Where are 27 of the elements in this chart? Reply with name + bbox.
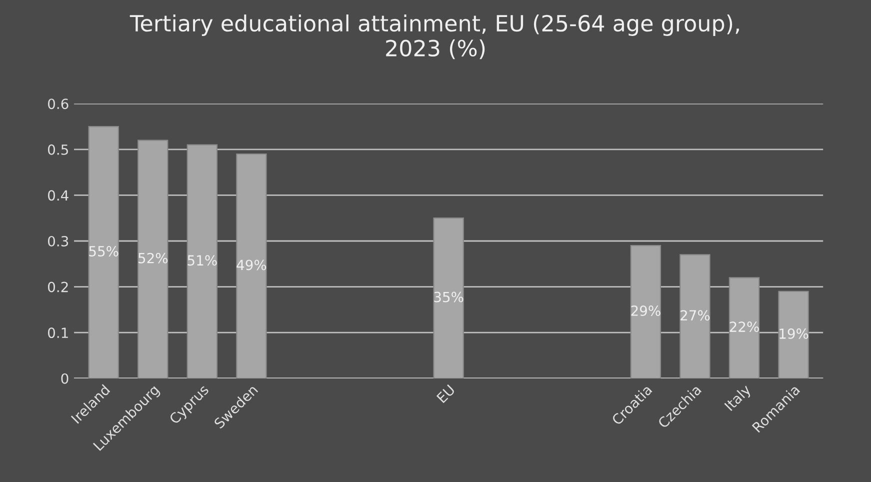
y-tick-label: 0.4 <box>48 190 68 201</box>
bar <box>138 140 168 378</box>
bar <box>778 290 809 378</box>
data-label: 51% <box>188 255 217 266</box>
data-label: 35% <box>434 292 464 302</box>
chart-title: Tertiary educational attainment, EU (25-64 age group), 2023 (%) <box>130 14 739 60</box>
y-tick-label: 0 <box>61 373 68 384</box>
bar <box>433 218 464 378</box>
y-tick-label: 0.3 <box>48 236 68 246</box>
bar <box>186 144 218 378</box>
bar <box>88 126 119 378</box>
y-tick-label: 0.1 <box>48 328 68 338</box>
bar <box>630 245 662 378</box>
y-tick-label: 0.2 <box>48 282 68 292</box>
bar <box>236 153 267 378</box>
y-tick-label: 0.6 <box>48 98 68 110</box>
data-label: 49% <box>236 260 266 270</box>
data-label: 29% <box>631 306 660 316</box>
data-label: 19% <box>780 328 808 339</box>
data-label: 27% <box>680 310 710 321</box>
x-tick-label: EU <box>436 384 456 404</box>
y-tick-label: 0.5 <box>48 144 68 155</box>
data-label: 52% <box>138 252 168 264</box>
bar <box>680 254 710 378</box>
bar <box>728 277 760 378</box>
data-label: 55% <box>89 246 118 256</box>
data-label: 22% <box>730 322 759 332</box>
